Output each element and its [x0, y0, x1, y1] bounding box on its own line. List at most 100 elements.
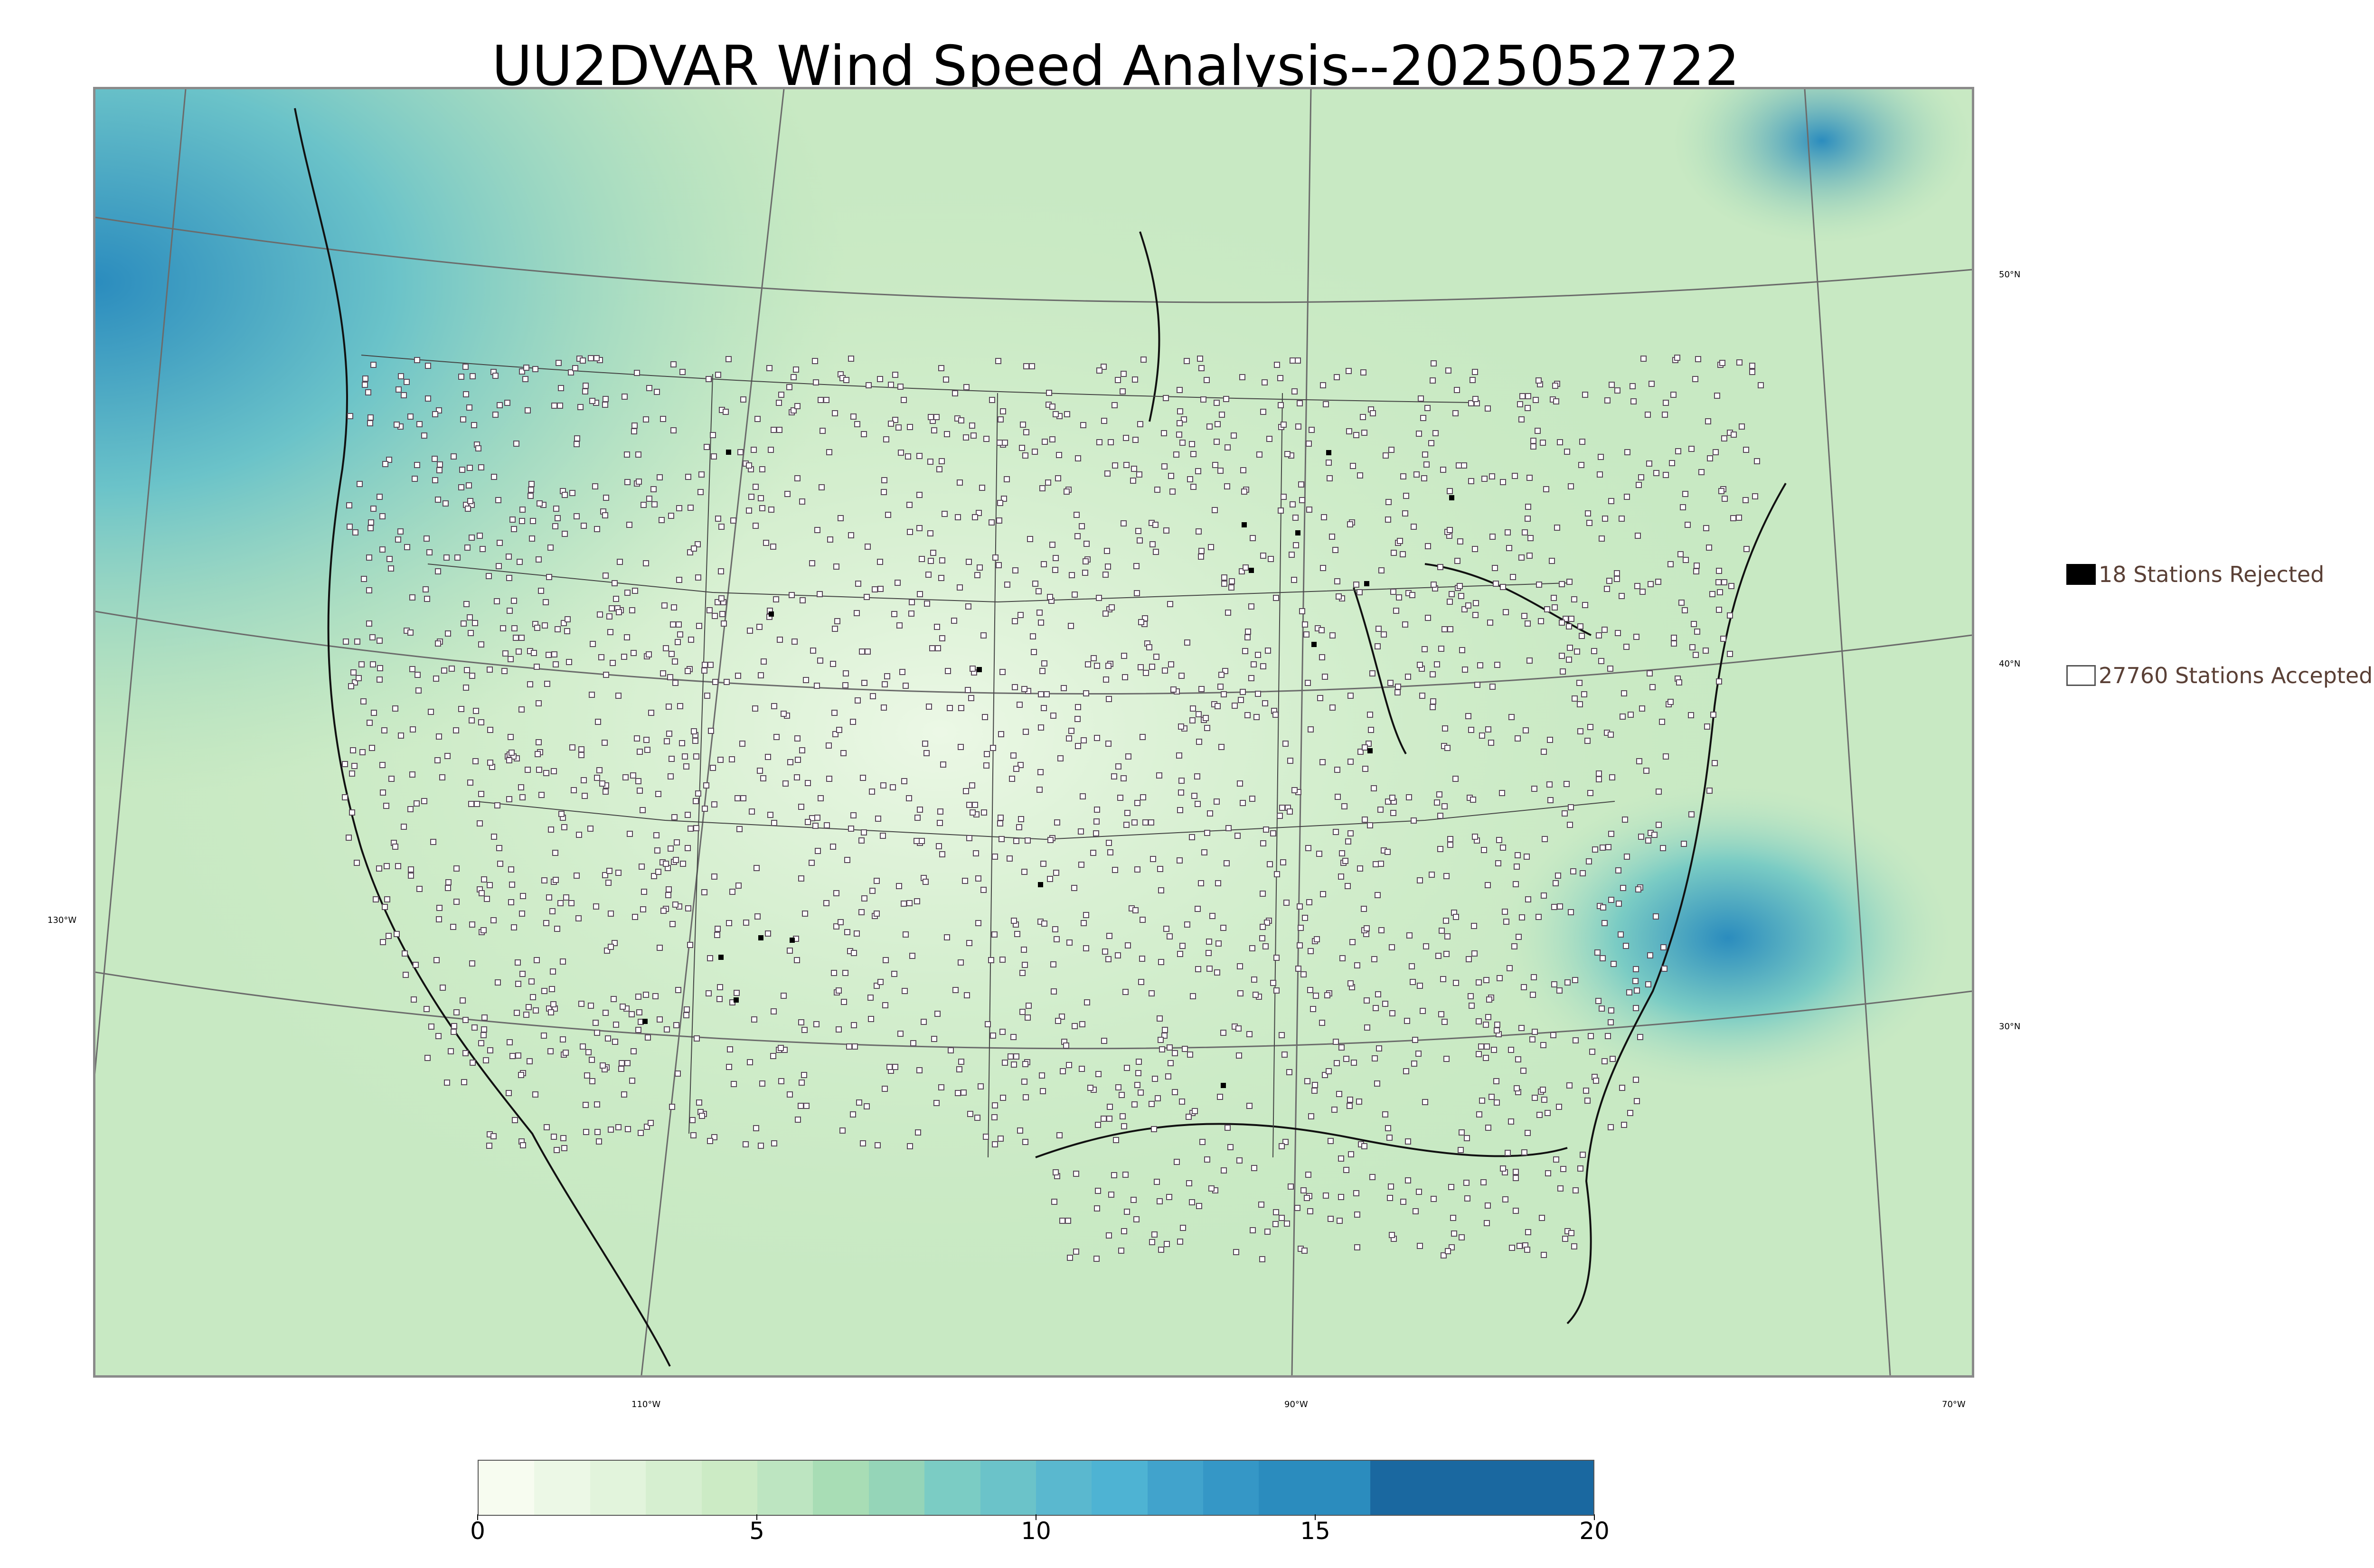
station-accepted: [990, 745, 996, 751]
station-accepted: [1620, 714, 1626, 720]
station-accepted: [1614, 576, 1620, 582]
station-accepted: [981, 809, 987, 816]
station-accepted: [1608, 732, 1614, 738]
station-accepted: [1018, 816, 1024, 822]
station-accepted: [851, 1022, 857, 1028]
station-accepted: [1405, 1177, 1411, 1183]
station-accepted: [1068, 728, 1074, 734]
station-accepted: [716, 996, 723, 1002]
station-accepted: [743, 920, 749, 926]
station-accepted: [929, 645, 935, 651]
station-accepted: [594, 526, 600, 532]
station-accepted: [965, 603, 971, 610]
station-rejected: [790, 938, 795, 943]
station-accepted: [1743, 546, 1750, 552]
station-accepted: [1347, 1103, 1353, 1109]
station-accepted: [1218, 744, 1225, 750]
station-accepted: [1614, 570, 1620, 576]
station-accepted: [632, 588, 638, 594]
station-accepted: [1651, 832, 1658, 838]
station-accepted: [622, 774, 629, 780]
station-accepted: [1105, 741, 1112, 747]
station-accepted: [1566, 623, 1572, 629]
station-accepted: [1743, 497, 1749, 503]
station-accepted: [956, 1066, 962, 1072]
station-accepted: [1385, 849, 1391, 855]
station-accepted: [1706, 545, 1712, 551]
station-accepted: [1413, 471, 1420, 478]
station-accepted: [1525, 504, 1531, 510]
colorbar-segment-5: [757, 1461, 813, 1515]
station-accepted: [694, 1035, 700, 1042]
station-accepted: [563, 894, 569, 901]
station-accepted: [516, 648, 522, 655]
station-accepted: [1237, 963, 1243, 969]
station-accepted: [613, 1022, 619, 1028]
station-accepted: [1212, 507, 1218, 513]
station-accepted: [428, 1023, 434, 1030]
station-accepted: [414, 800, 420, 807]
station-accepted: [1568, 1230, 1574, 1236]
station-accepted: [1587, 790, 1593, 796]
station-accepted: [1135, 1070, 1141, 1076]
station-accepted: [1553, 1156, 1559, 1163]
station-accepted: [1069, 572, 1075, 578]
station-accepted: [478, 1040, 484, 1046]
station-accepted: [1390, 810, 1396, 816]
station-accepted: [1564, 979, 1571, 986]
station-accepted: [1570, 868, 1576, 874]
station-accepted: [631, 650, 637, 656]
station-accepted: [1524, 1247, 1530, 1253]
station-accepted: [1422, 1099, 1428, 1105]
station-accepted: [342, 794, 348, 800]
station-accepted: [1396, 594, 1402, 601]
station-accepted: [467, 614, 473, 620]
station-rejected: [758, 935, 763, 940]
station-accepted: [477, 820, 483, 826]
station-accepted: [1599, 535, 1605, 542]
wind-speed-map[interactable]: [93, 87, 1974, 1378]
station-accepted: [1101, 1116, 1107, 1122]
station-accepted: [1214, 969, 1220, 976]
station-accepted: [1402, 510, 1408, 516]
station-accepted: [432, 456, 438, 462]
station-accepted: [695, 574, 701, 581]
station-accepted: [833, 923, 839, 930]
station-accepted: [1295, 423, 1301, 430]
station-accepted: [1036, 588, 1042, 594]
station-accepted: [1140, 357, 1147, 363]
station-accepted: [561, 1145, 567, 1151]
station-accepted: [1633, 1077, 1639, 1083]
station-accepted: [1518, 1025, 1525, 1031]
station-accepted: [1287, 758, 1293, 764]
station-accepted: [1610, 1056, 1616, 1062]
station-accepted: [397, 528, 404, 535]
station-accepted: [1291, 787, 1298, 793]
station-accepted: [1179, 1099, 1185, 1105]
station-accepted: [1108, 1192, 1114, 1198]
station-accepted: [1158, 959, 1164, 965]
station-accepted: [771, 427, 777, 433]
station-accepted: [1372, 1055, 1378, 1061]
station-accepted: [1217, 468, 1224, 474]
station-accepted: [798, 804, 804, 810]
station-accepted: [1713, 449, 1719, 455]
station-accepted: [1465, 713, 1471, 719]
station-accepted: [1609, 774, 1615, 780]
station-accepted: [1485, 405, 1491, 412]
station-accepted: [383, 803, 389, 809]
station-accepted: [961, 1089, 967, 1096]
station-accepted: [1196, 528, 1202, 535]
station-accepted: [968, 695, 974, 701]
station-accepted: [735, 673, 741, 679]
station-accepted: [1172, 1050, 1178, 1056]
station-accepted: [463, 601, 470, 607]
station-accepted: [415, 687, 422, 694]
station-accepted: [661, 602, 668, 609]
station-rejected: [1364, 581, 1369, 586]
station-accepted: [602, 740, 608, 746]
station-accepted: [1297, 942, 1303, 948]
station-accepted: [1695, 356, 1701, 362]
station-accepted: [778, 392, 784, 398]
station-accepted: [1249, 796, 1255, 802]
